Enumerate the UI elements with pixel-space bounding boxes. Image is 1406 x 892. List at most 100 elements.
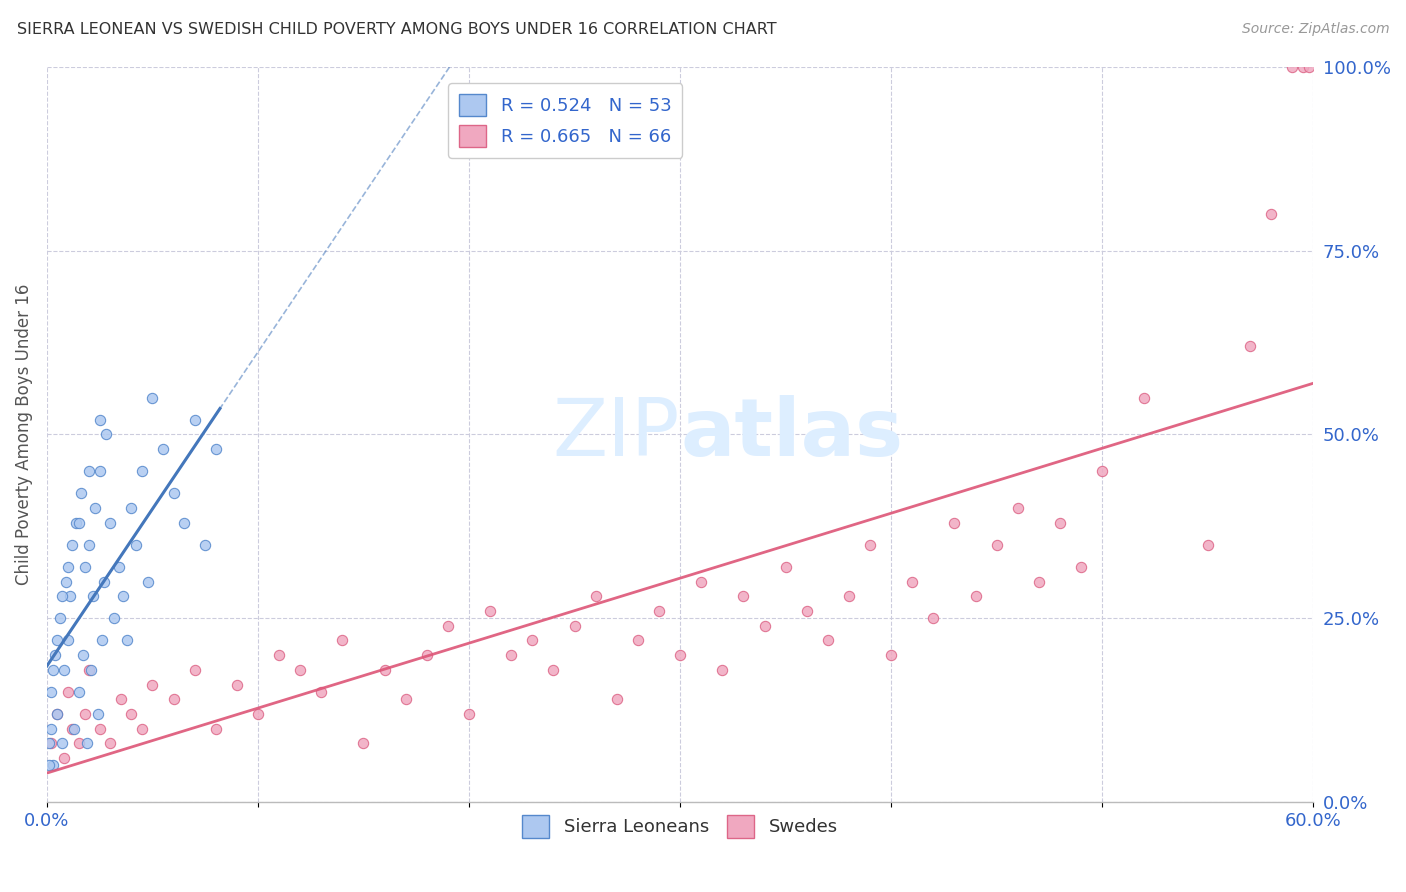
Point [51,736,73,750]
Point [124,538,146,552]
Text: Source: ZipAtlas.com: Source: ZipAtlas.com [1241,22,1389,37]
Point [183,413,205,427]
Point [775,559,797,574]
Point [46,706,69,721]
Point [1028,574,1050,589]
Point [501,648,523,662]
Point [141,391,163,405]
Point [416,648,439,662]
Point [73,559,96,574]
Point [522,633,544,648]
Point [89,722,111,736]
Point [46,633,69,648]
Point [817,633,839,648]
Point [183,663,205,677]
Point [89,413,111,427]
Point [1292,60,1315,74]
Point [51,589,73,603]
Text: ZIP: ZIP [553,395,681,474]
Point [943,516,966,530]
Point [42,663,65,677]
Text: atlas: atlas [681,395,903,474]
Point [1049,516,1071,530]
Point [115,633,138,648]
Point [1133,391,1156,405]
Point [80,663,103,677]
Point [267,648,290,662]
Point [374,663,396,677]
Point [84,501,107,516]
Point [67,685,90,699]
Point [77,663,100,677]
Point [39,685,62,699]
Point [98,736,121,750]
Point [162,486,184,500]
Point [1260,207,1282,221]
Point [103,611,125,625]
Point [136,574,159,589]
Point [89,464,111,478]
Point [63,722,86,736]
Point [107,559,129,574]
Point [111,589,134,603]
Point [39,736,62,750]
Point [796,604,818,618]
Point [204,442,226,457]
Point [585,589,607,603]
Point [38,758,60,772]
Point [94,427,117,442]
Text: SIERRA LEONEAN VS SWEDISH CHILD POVERTY AMONG BOYS UNDER 16 CORRELATION CHART: SIERRA LEONEAN VS SWEDISH CHILD POVERTY … [17,22,776,37]
Point [110,692,132,706]
Point [288,663,311,677]
Point [1239,339,1261,353]
Point [859,538,882,552]
Point [42,758,65,772]
Point [56,685,79,699]
Point [98,516,121,530]
Point [60,538,83,552]
Point [46,706,69,721]
Point [60,722,83,736]
Point [1070,559,1092,574]
Point [67,516,90,530]
Point [648,604,671,618]
Point [1197,538,1219,552]
Point [38,736,60,750]
Point [922,611,945,625]
Point [901,574,924,589]
Point [225,677,247,691]
Point [173,516,195,530]
Point [67,736,90,750]
Point [77,464,100,478]
Point [56,559,79,574]
Point [141,677,163,691]
Point [76,736,98,750]
Point [965,589,987,603]
Y-axis label: Child Poverty Among Boys Under 16: Child Poverty Among Boys Under 16 [15,284,32,585]
Point [395,692,418,706]
Point [44,648,66,662]
Point [733,589,755,603]
Point [1298,60,1320,74]
Point [880,648,903,662]
Point [564,618,586,632]
Point [39,722,62,736]
Point [120,706,142,721]
Point [204,722,226,736]
Point [52,663,75,677]
Point [59,589,82,603]
Point [838,589,860,603]
Point [72,648,94,662]
Point [479,604,502,618]
Point [152,442,174,457]
Point [1007,501,1029,516]
Legend: Sierra Leoneans, Swedes: Sierra Leoneans, Swedes [515,808,845,845]
Point [1091,464,1114,478]
Point [55,574,77,589]
Point [194,538,217,552]
Point [86,706,108,721]
Point [1281,60,1303,74]
Point [52,751,75,765]
Point [131,464,153,478]
Point [711,663,734,677]
